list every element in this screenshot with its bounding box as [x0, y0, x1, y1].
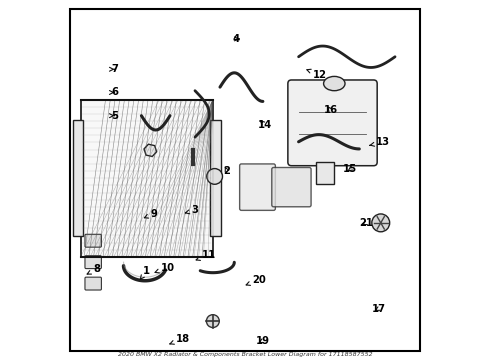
- FancyBboxPatch shape: [85, 256, 101, 269]
- Text: 18: 18: [170, 334, 190, 344]
- Bar: [81, 100, 213, 257]
- FancyBboxPatch shape: [73, 120, 83, 236]
- Text: 11: 11: [196, 250, 217, 260]
- Text: 2020 BMW X2 Radiator & Components Bracket Lower Diagram for 17118587552: 2020 BMW X2 Radiator & Components Bracke…: [118, 352, 372, 357]
- Circle shape: [372, 214, 390, 232]
- Circle shape: [207, 168, 222, 184]
- Text: 16: 16: [323, 105, 338, 115]
- FancyBboxPatch shape: [272, 167, 311, 207]
- Circle shape: [206, 315, 220, 328]
- Bar: [317, 162, 334, 184]
- Text: 7: 7: [109, 64, 118, 74]
- Text: 17: 17: [372, 303, 386, 314]
- FancyBboxPatch shape: [288, 80, 377, 166]
- Text: 19: 19: [256, 336, 270, 346]
- Text: 21: 21: [359, 218, 373, 228]
- Text: 5: 5: [109, 111, 118, 121]
- Text: 20: 20: [246, 275, 266, 285]
- FancyBboxPatch shape: [85, 234, 101, 247]
- Text: 2: 2: [223, 166, 230, 176]
- Text: 3: 3: [185, 205, 198, 215]
- Text: 9: 9: [144, 209, 157, 219]
- Text: 6: 6: [109, 87, 118, 98]
- Text: 8: 8: [87, 264, 100, 274]
- FancyBboxPatch shape: [210, 120, 221, 236]
- Text: 13: 13: [370, 138, 390, 148]
- Text: 12: 12: [307, 69, 327, 80]
- Text: 4: 4: [232, 34, 240, 44]
- Ellipse shape: [323, 76, 345, 91]
- Text: 15: 15: [343, 164, 357, 174]
- Text: 1: 1: [140, 266, 150, 279]
- Text: 14: 14: [258, 120, 272, 130]
- Text: 10: 10: [155, 262, 175, 273]
- FancyBboxPatch shape: [85, 277, 101, 290]
- FancyBboxPatch shape: [240, 164, 275, 210]
